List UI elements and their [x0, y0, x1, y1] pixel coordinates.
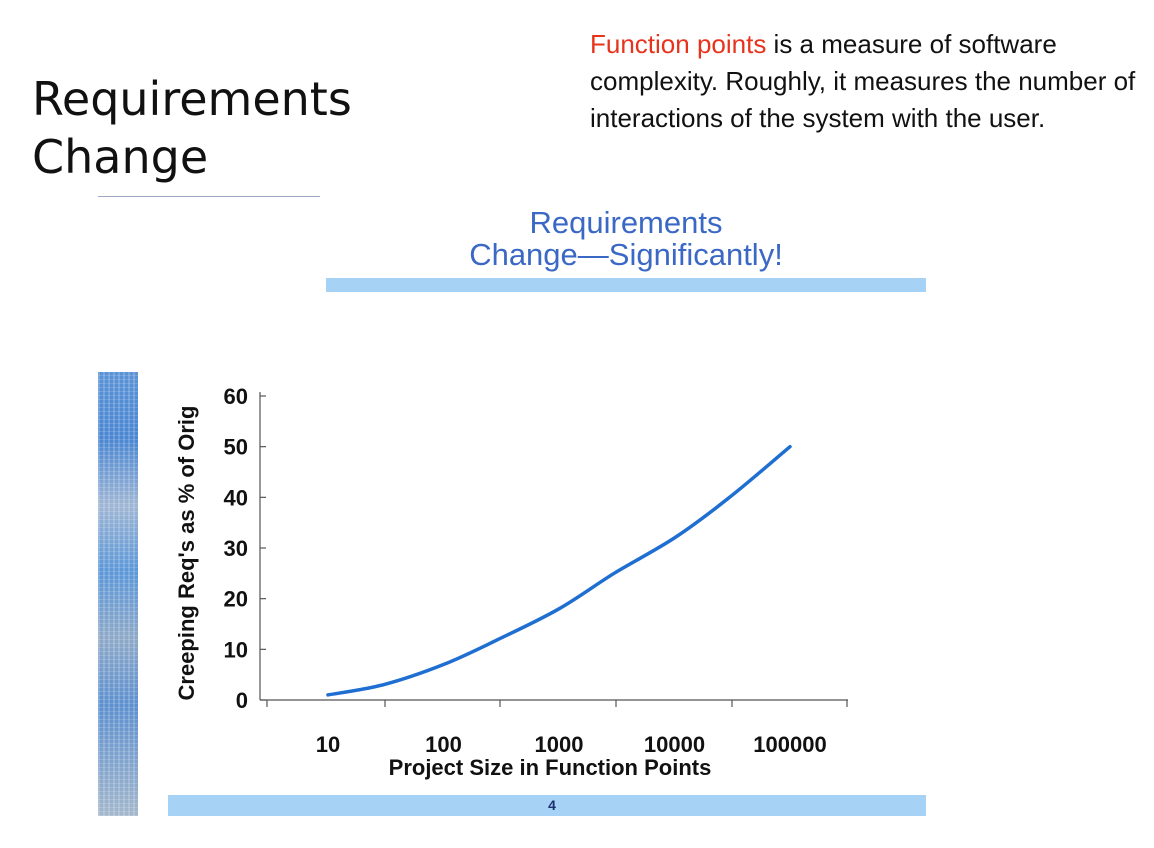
chart-title: Requirements Change—Significantly! — [326, 207, 926, 271]
chart-title-line1: Requirements — [529, 205, 723, 240]
x-tick-label-10000: 10000 — [644, 732, 705, 757]
slide-title-line1: Requirements — [32, 72, 352, 126]
bottom-accent-bar: 4 — [168, 795, 926, 816]
y-axis-label: Creeping Req's as % of Orig — [174, 406, 199, 701]
note-text: is a measure of software complexity. Rou… — [590, 29, 1136, 133]
title-divider — [98, 196, 320, 197]
slide-title: Requirements Change — [32, 70, 352, 186]
x-tick-label-100: 100 — [425, 732, 462, 757]
x-axis-ticks: 10 100 1000 10000 100000 — [266, 700, 848, 757]
y-tick-label-0: 0 — [236, 688, 248, 713]
y-tick-label-20: 20 — [224, 587, 248, 612]
function-points-note: Function points is a measure of software… — [590, 26, 1150, 137]
top-accent-bar — [326, 278, 926, 292]
y-tick-label-40: 40 — [224, 485, 248, 510]
slide-title-line2: Change — [32, 130, 209, 184]
x-tick-label-1000: 1000 — [535, 732, 584, 757]
y-tick-label-60: 60 — [224, 384, 248, 409]
y-tick-label-50: 50 — [224, 435, 248, 460]
y-tick-label-30: 30 — [224, 536, 248, 561]
x-tick-label-10: 10 — [316, 732, 340, 757]
page-number: 4 — [548, 797, 556, 813]
chart-title-line2: Change—Significantly! — [469, 237, 783, 272]
decorative-side-strip — [98, 372, 138, 816]
y-tick-label-10: 10 — [224, 637, 248, 662]
y-axis-ticks: 0 10 20 30 40 50 60 — [224, 384, 266, 713]
note-highlight: Function points — [590, 29, 767, 59]
x-axis-label: Project Size in Function Points — [389, 755, 712, 780]
series-line — [326, 444, 792, 697]
x-tick-label-100000: 100000 — [753, 732, 826, 757]
